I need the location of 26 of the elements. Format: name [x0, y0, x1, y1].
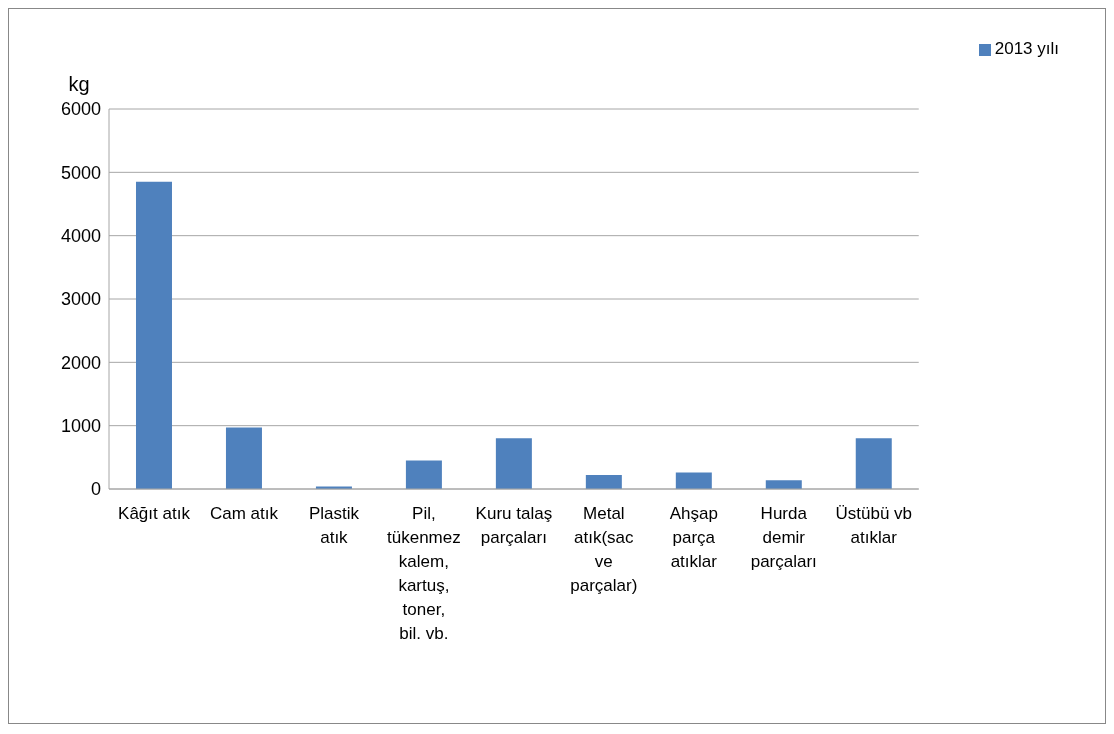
y-tick-label: 0 — [90, 479, 101, 500]
x-tick-label: Üstübü vb atıklar — [835, 504, 913, 547]
y-tick-label: 6000 — [60, 99, 101, 120]
bar — [765, 480, 802, 489]
x-tick-label: Hurda demir parçaları — [750, 504, 817, 571]
bar — [495, 438, 532, 489]
y-axis-title: kg — [68, 73, 90, 95]
bar — [675, 472, 712, 489]
x-tick-label: Pil, tükenmez kalem, kartuş, toner, bil. vb. — [387, 504, 461, 643]
y-tick-label: 2000 — [60, 352, 101, 373]
bar — [135, 181, 172, 489]
y-tick-label: 3000 — [60, 289, 101, 310]
bar — [855, 438, 892, 489]
y-tick-label: 5000 — [60, 162, 101, 183]
x-tick-label: Metal atık(sac ve parçalar) — [570, 504, 638, 595]
x-tick-label: Cam atık — [209, 504, 279, 523]
bar — [225, 427, 262, 489]
x-tick-label: Kâğıt atık — [118, 504, 191, 523]
x-tick-label: Plastik atık — [308, 504, 360, 547]
y-tick-label: 1000 — [60, 416, 101, 437]
bar — [405, 460, 442, 489]
x-tick-label: Ahşap parça atıklar — [669, 504, 718, 571]
y-tick-label: 4000 — [60, 226, 101, 247]
x-tick-label: Kuru talaş parçaları — [475, 504, 553, 547]
bar — [585, 475, 622, 489]
legend-label: 2013 yılı — [994, 39, 1059, 58]
